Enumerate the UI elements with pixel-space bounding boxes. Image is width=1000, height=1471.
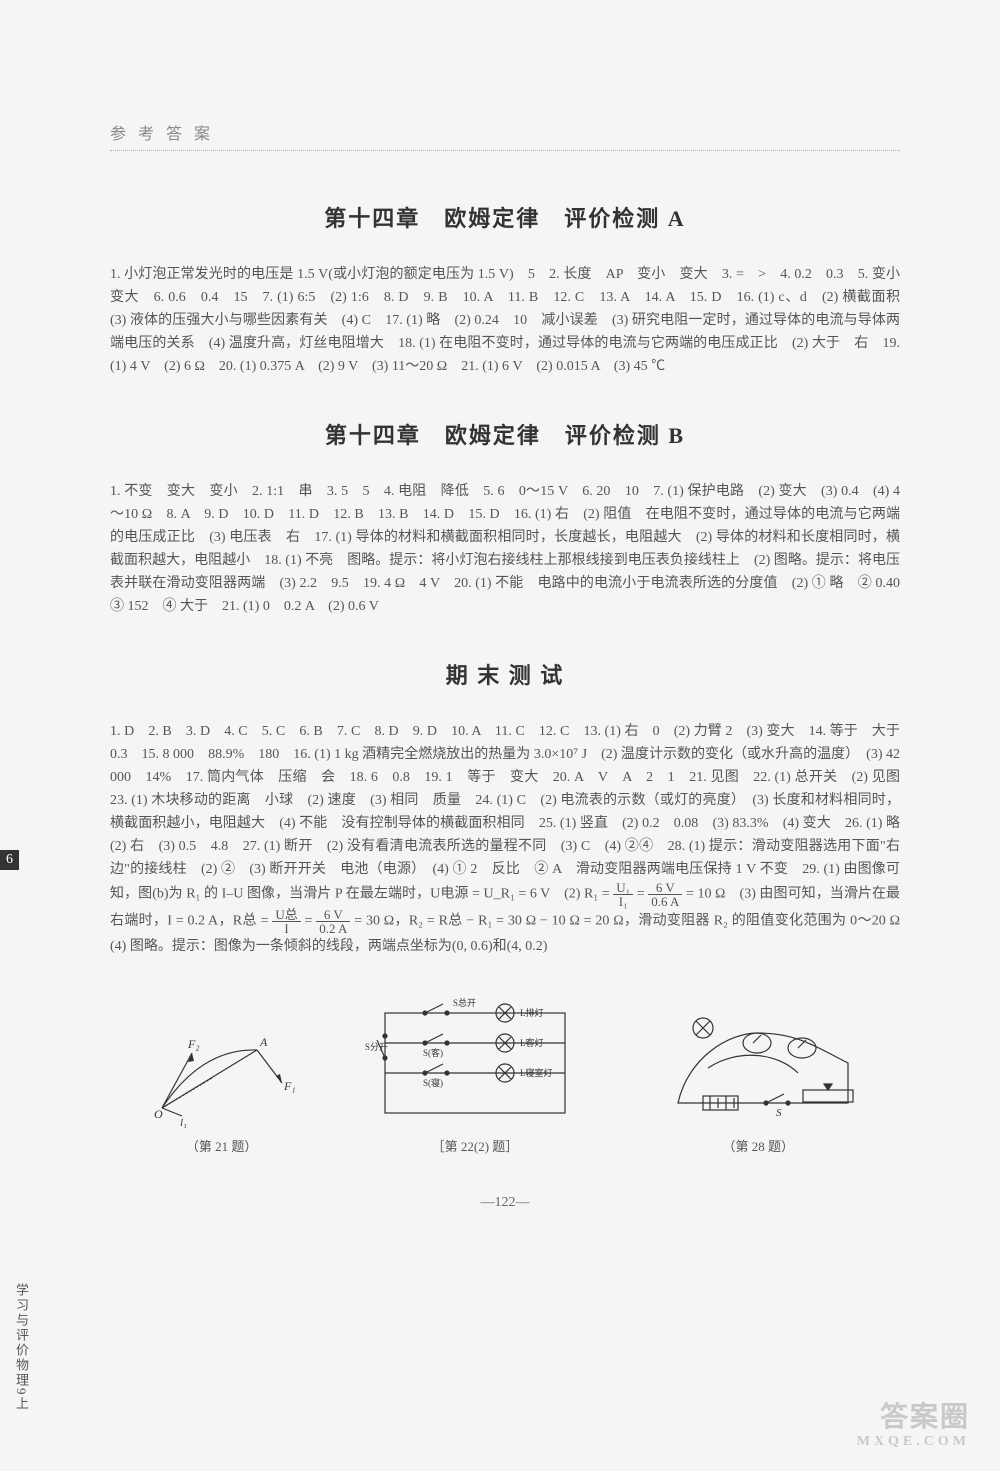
svg-text:F₂: F₂ — [187, 1037, 200, 1051]
svg-text:L客灯: L客灯 — [520, 1037, 544, 1048]
fraction-2: 6 V0.6 A — [648, 881, 682, 908]
figure-21: O A F₂ F₁ l₁ （第 21 题） — [142, 1018, 302, 1155]
svg-text:l₁: l₁ — [180, 1117, 187, 1128]
svg-text:S(客): S(客) — [423, 1047, 443, 1058]
fraction-4: 6 V0.2 A — [316, 908, 350, 935]
section-title-a: 第十四章 欧姆定律 评价检测 A — [110, 201, 900, 233]
section-body-final: 1. D 2. B 3. D 4. C 5. C 6. B 7. C 8. D … — [110, 720, 900, 958]
svg-text:L寝室灯: L寝室灯 — [520, 1067, 553, 1078]
svg-text:O: O — [154, 1107, 163, 1121]
final-part1: 1. D 2. B 3. D 4. C 5. C 6. B 7. C 8. D … — [110, 724, 914, 902]
fraction-3: U总I — [272, 908, 300, 935]
watermark-main: 答案圈 — [880, 1402, 970, 1433]
section-title-b: 第十四章 欧姆定律 评价检测 B — [110, 418, 900, 450]
figure-22: S总开 S分开 S(客) S(寝) L排灯 L客灯 L寝室灯 ［第 22(2) … — [365, 998, 585, 1155]
figure-28-svg: S — [648, 1008, 868, 1128]
fraction-1: U₁I₁ — [613, 881, 633, 908]
watermark-sub: MXQE.COM — [857, 1434, 970, 1451]
figure-22-svg: S总开 S分开 S(客) S(寝) L排灯 L客灯 L寝室灯 — [365, 998, 585, 1128]
svg-text:S总开: S总开 — [453, 998, 476, 1008]
svg-text:L排灯: L排灯 — [520, 1007, 544, 1018]
figure-21-svg: O A F₂ F₁ l₁ — [142, 1018, 302, 1128]
section-title-final: 期 末 测 试 — [110, 658, 900, 690]
page-number: —122— — [110, 1195, 900, 1211]
figure-21-label: （第 21 题） — [142, 1136, 302, 1155]
left-page-mark: 6 — [0, 850, 19, 870]
section-body-a: 1. 小灯泡正常发光时的电压是 1.5 V(或小灯泡的额定电压为 1.5 V) … — [110, 263, 900, 378]
svg-text:S分开: S分开 — [365, 1042, 388, 1052]
figure-28: S （第 28 题） — [648, 1008, 868, 1155]
svg-text:S: S — [776, 1107, 782, 1119]
page-header: 参 考 答 案 — [110, 120, 900, 151]
figure-22-label: ［第 22(2) 题］ — [365, 1136, 585, 1155]
svg-text:F₁: F₁ — [283, 1079, 296, 1093]
book-spine-label: 学习与评价物理9上 — [12, 1283, 31, 1412]
figure-28-label: （第 28 题） — [648, 1136, 868, 1155]
svg-text:S(寝): S(寝) — [423, 1077, 443, 1088]
watermark: 答案圈 MXQE.COM — [857, 1401, 970, 1451]
page: 参 考 答 案 第十四章 欧姆定律 评价检测 A 1. 小灯泡正常发光时的电压是… — [0, 0, 1000, 1251]
section-body-b: 1. 不变 变大 变小 2. 1:1 串 3. 5 5 4. 电阻 降低 5. … — [110, 480, 900, 618]
figures-row: O A F₂ F₁ l₁ （第 21 题） — [110, 998, 900, 1155]
svg-text:A: A — [259, 1035, 268, 1049]
